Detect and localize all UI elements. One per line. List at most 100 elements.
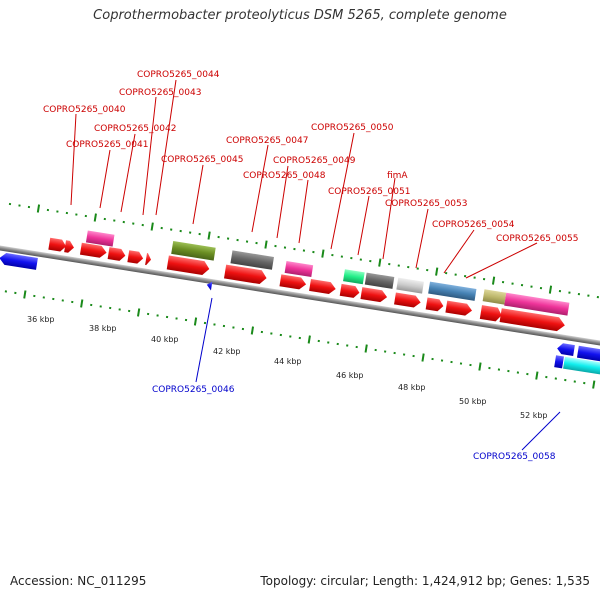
gene-label[interactable]: fimA (387, 171, 408, 181)
reverse-blue-arrow[interactable] (0, 252, 38, 270)
cds-arrow[interactable] (48, 237, 67, 253)
gene-label[interactable]: COPRO5265_0040 (43, 105, 126, 115)
track-dot (530, 285, 533, 288)
track-dot (459, 362, 463, 365)
feature-magenta[interactable] (284, 260, 314, 278)
track-dot (193, 317, 198, 326)
track-dot (526, 372, 529, 376)
feature-olive[interactable] (171, 241, 216, 261)
cds-arrow[interactable] (360, 287, 388, 303)
cds-arrow[interactable] (445, 300, 473, 317)
track-dot (507, 369, 510, 373)
track-dot (80, 299, 84, 308)
track-dot (340, 255, 344, 258)
cds-arrow[interactable] (425, 297, 445, 312)
cds-arrow[interactable] (79, 242, 108, 259)
track-dot (327, 341, 330, 344)
reverse-cyan-feature[interactable] (563, 356, 600, 377)
reverse-blue-feature[interactable] (554, 355, 564, 369)
track-dot (146, 312, 150, 316)
gene-label[interactable]: COPRO5265_0043 (119, 88, 201, 98)
gene-label[interactable]: COPRO5265_0042 (94, 124, 176, 134)
track-dot (293, 247, 296, 251)
feature-dark-gray[interactable] (364, 272, 395, 289)
feature-magenta[interactable] (504, 292, 570, 316)
gene-label[interactable]: COPRO5265_0053 (385, 199, 467, 209)
track-dot (84, 214, 88, 218)
track-dot (150, 222, 154, 231)
feature-light-gray[interactable] (396, 277, 424, 294)
track-dot (36, 204, 41, 213)
cds-arrow[interactable] (64, 240, 75, 253)
track-dot (491, 276, 496, 285)
gene-label[interactable]: COPRO5265_0041 (66, 140, 148, 150)
scale-tick-label: 36 kbp (27, 315, 55, 324)
track-dot (412, 354, 415, 358)
forward-leader-lines (70, 79, 538, 279)
feature-steel-blue[interactable] (428, 281, 477, 301)
track-dot (568, 291, 571, 294)
track-dot (317, 339, 320, 343)
reverse-small-blue-arrow[interactable] (206, 281, 213, 291)
cds-arrow[interactable] (223, 264, 268, 285)
track-dot (274, 244, 277, 248)
feature-magenta[interactable] (85, 230, 115, 247)
gene-label[interactable]: COPRO5265_0058 (473, 452, 556, 462)
track-dot (545, 375, 548, 379)
track-dot (388, 262, 391, 266)
cds-arrow[interactable] (479, 305, 503, 322)
track-dot (217, 235, 220, 239)
track-dot (364, 344, 368, 353)
gene-label[interactable]: COPRO5265_0050 (311, 123, 394, 133)
track-dot (71, 300, 74, 304)
track-dot (160, 226, 163, 230)
gene-label[interactable]: COPRO5265_0055 (496, 234, 578, 244)
track-dot (445, 271, 448, 275)
track-dot (558, 289, 562, 293)
gene-label[interactable]: COPRO5265_0044 (137, 70, 220, 80)
gene-label[interactable]: COPRO5265_0046 (152, 385, 235, 395)
reverse-blue-arrow[interactable] (576, 345, 600, 364)
gene-label[interactable]: COPRO5265_0051 (328, 187, 410, 197)
cds-arrow[interactable] (145, 253, 152, 266)
track-dot (8, 202, 12, 206)
gene-label[interactable]: COPRO5265_0054 (432, 220, 515, 230)
cds-arrow[interactable] (279, 274, 307, 290)
feature-dark-gray[interactable] (230, 250, 274, 270)
cds-arrow[interactable] (107, 247, 127, 262)
track-dot (207, 231, 211, 240)
feature-green[interactable] (343, 269, 365, 285)
cds-arrow[interactable] (309, 279, 337, 295)
cds-arrow[interactable] (166, 255, 211, 276)
scale-tick-label: 40 kbp (151, 335, 179, 344)
reverse-blue-arrow[interactable] (556, 342, 575, 356)
track-dot (75, 213, 78, 216)
cds-arrow[interactable] (339, 283, 361, 299)
scale-tick-label: 50 kbp (459, 397, 487, 406)
cds-arrow[interactable] (127, 250, 144, 264)
track-dot (61, 299, 64, 302)
gene-label[interactable]: COPRO5265_0047 (226, 136, 308, 146)
track-dot (56, 210, 59, 213)
forward-cds-arrows (48, 237, 566, 332)
track-dot (132, 222, 135, 225)
gene-label[interactable]: COPRO5265_0049 (273, 156, 356, 166)
track-dot (99, 305, 102, 308)
track-dot (450, 360, 453, 364)
gene-label[interactable]: COPRO5265_0045 (161, 155, 243, 165)
track-dot (548, 285, 553, 294)
track-dot (469, 363, 472, 367)
scale-tick-label: 48 kbp (398, 383, 426, 392)
cds-arrow[interactable] (499, 308, 566, 332)
gene-label[interactable]: COPRO5265_0048 (243, 171, 326, 181)
track-dot (289, 335, 292, 338)
track-dot (23, 290, 27, 299)
reverse-leader-lines (195, 297, 561, 451)
cds-arrow[interactable] (394, 292, 422, 308)
feature-khaki[interactable] (482, 289, 507, 305)
track-dot (222, 324, 226, 328)
track-dot (431, 357, 434, 361)
track-dot (463, 274, 467, 278)
track-dot (156, 314, 159, 317)
